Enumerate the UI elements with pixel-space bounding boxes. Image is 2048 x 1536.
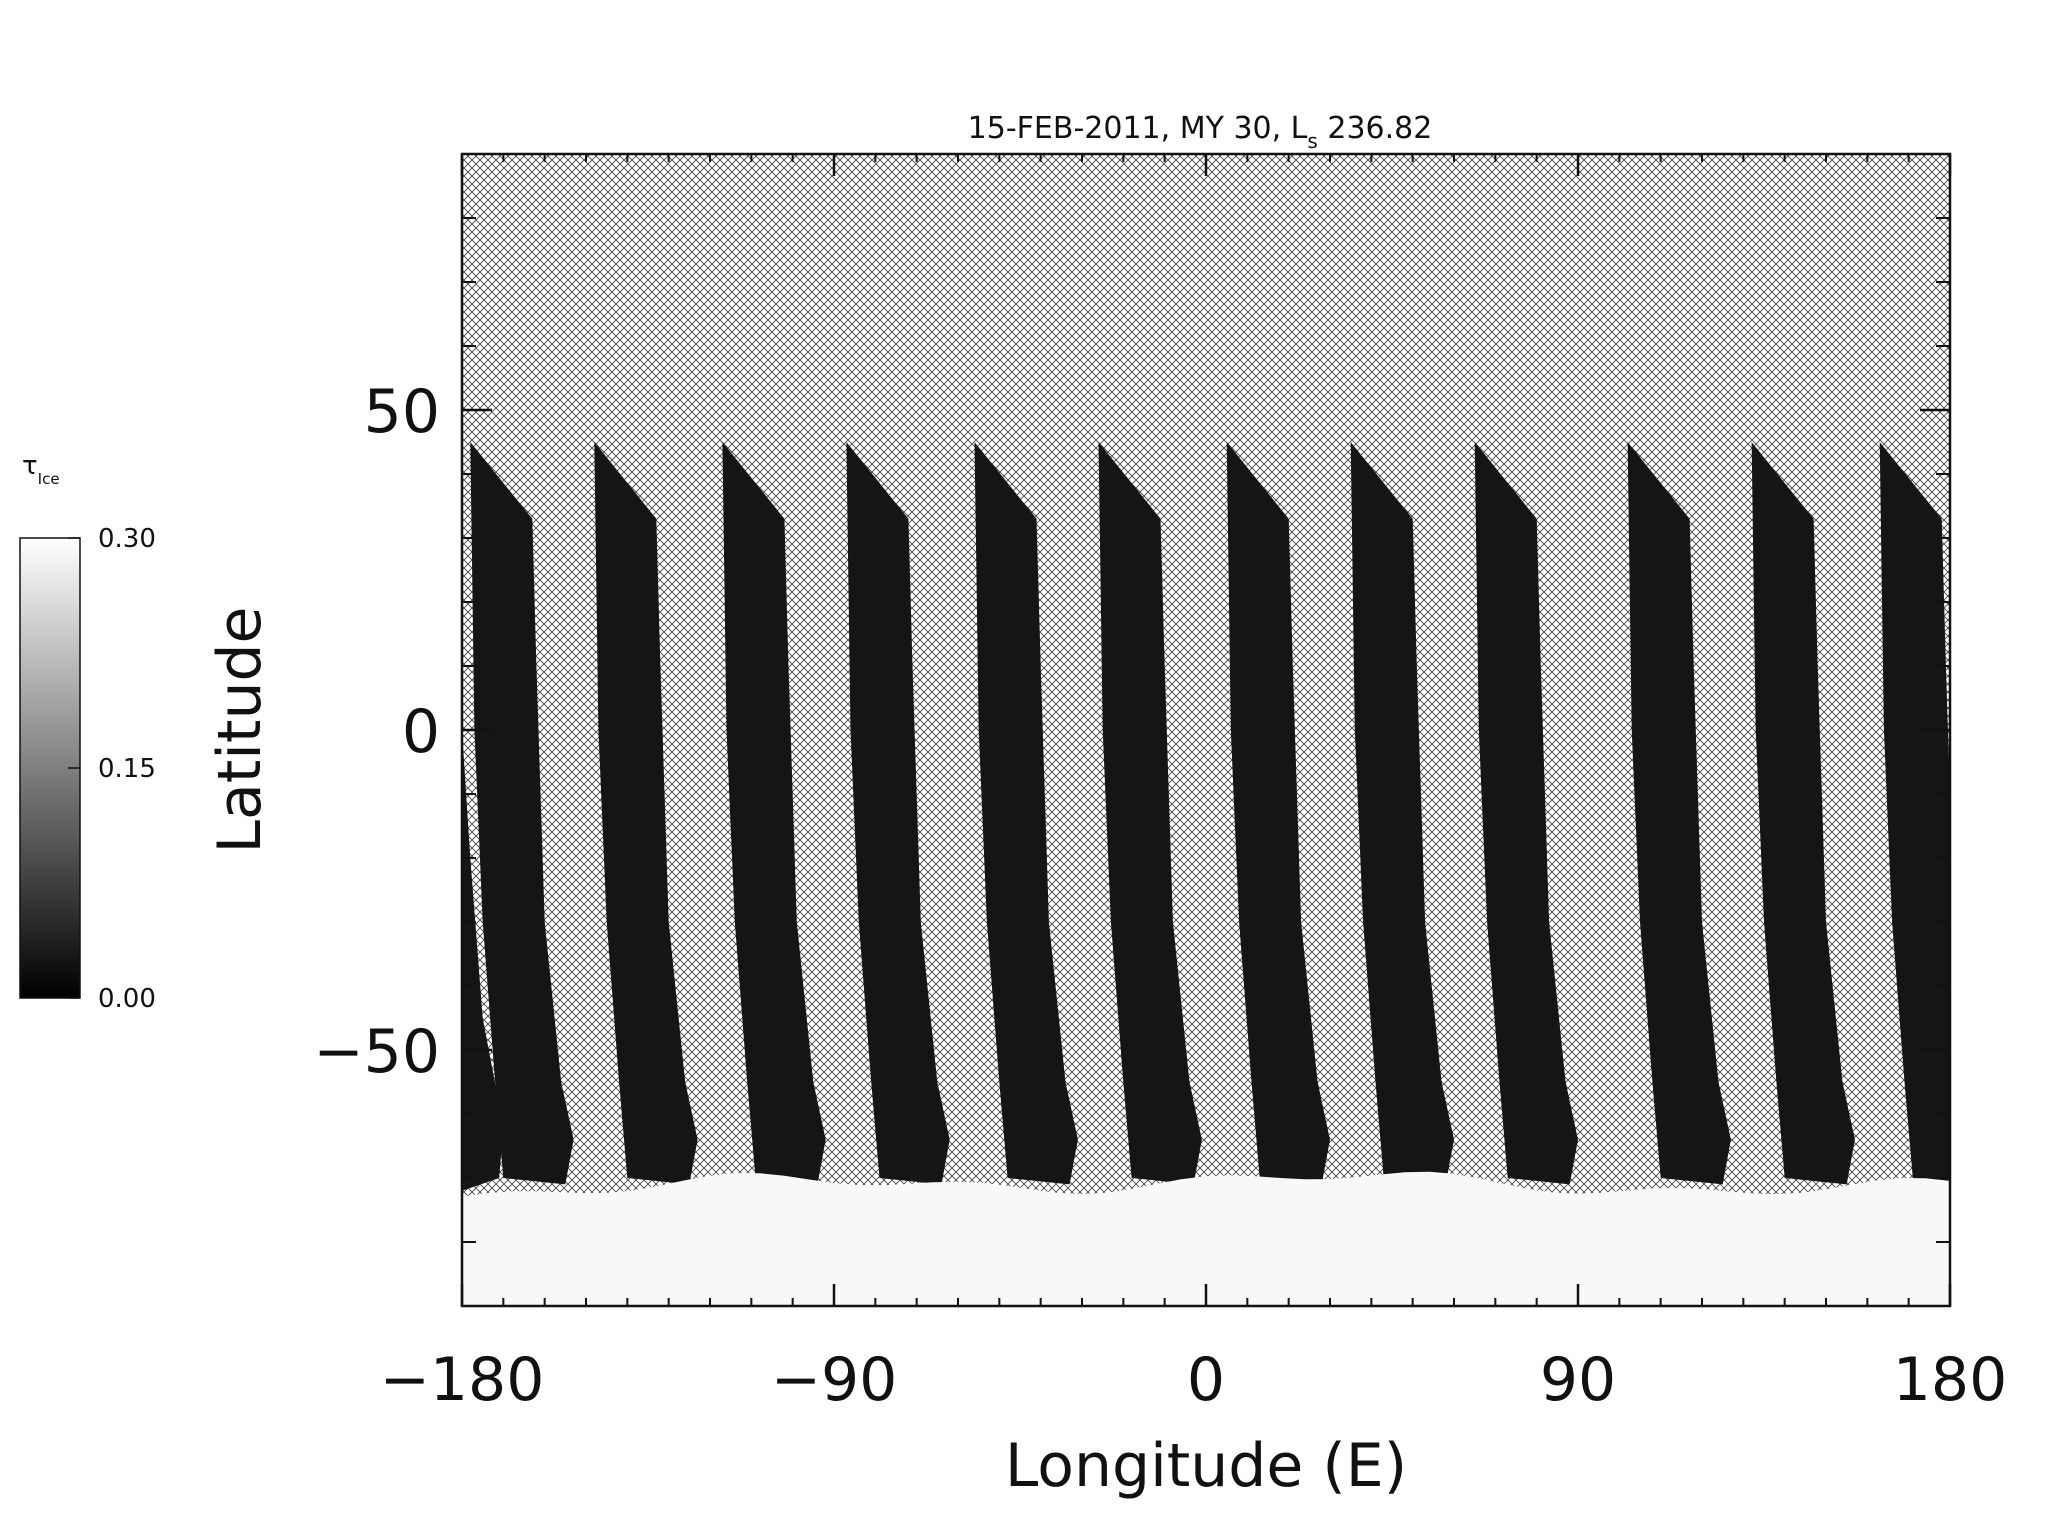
swath-8 [1350,442,1454,1185]
swath-5 [974,442,1078,1185]
colorbar-tick-label: 0.15 [98,754,156,784]
polar-cap-layer [462,1171,1950,1306]
chart-title: 15-FEB-2011, MY 30, Ls 236.82 [968,111,1433,153]
swath-1 [470,442,574,1185]
x-tick-labels: −180 −90 0 90 180 [380,1345,2008,1415]
swath-10 [1627,442,1731,1185]
swath-wrap [462,730,504,1191]
swath-7 [1226,442,1330,1185]
swath-6 [1098,442,1202,1185]
x-tick-label: −180 [380,1345,545,1415]
swath-2 [594,442,698,1185]
colorbar-tick-label: 0.30 [98,524,156,554]
y-tick-labels: −50 0 50 [313,377,440,1087]
polar-cap [462,1171,1950,1306]
swath-12 [1879,442,1950,1182]
colorbar-tick-label: 0.00 [98,984,156,1014]
swath-4 [846,442,950,1185]
x-axis-label: Longitude (E) [1005,1431,1407,1501]
x-tick-label: −90 [771,1345,898,1415]
plot-area [460,152,1952,1308]
major-ticks [460,154,1952,1306]
y-axis-label: Latitude [205,607,275,854]
y-tick-label: −50 [313,1017,440,1087]
x-tick-label: 90 [1540,1345,1616,1415]
x-tick-label: 0 [1187,1345,1225,1415]
colorbar: τIce 0.00 0.15 0.30 [19,451,156,1014]
colorbar-ticks: 0.00 0.15 0.30 [68,524,156,1014]
swath-11 [1751,442,1855,1185]
y-tick-label: 50 [364,377,440,447]
swath-9 [1474,442,1578,1185]
y-tick-label: 0 [402,697,440,767]
swath-3 [722,442,826,1185]
swaths-layer [462,442,1950,1191]
x-tick-label: 180 [1893,1345,2008,1415]
colorbar-label: τIce [22,451,60,488]
